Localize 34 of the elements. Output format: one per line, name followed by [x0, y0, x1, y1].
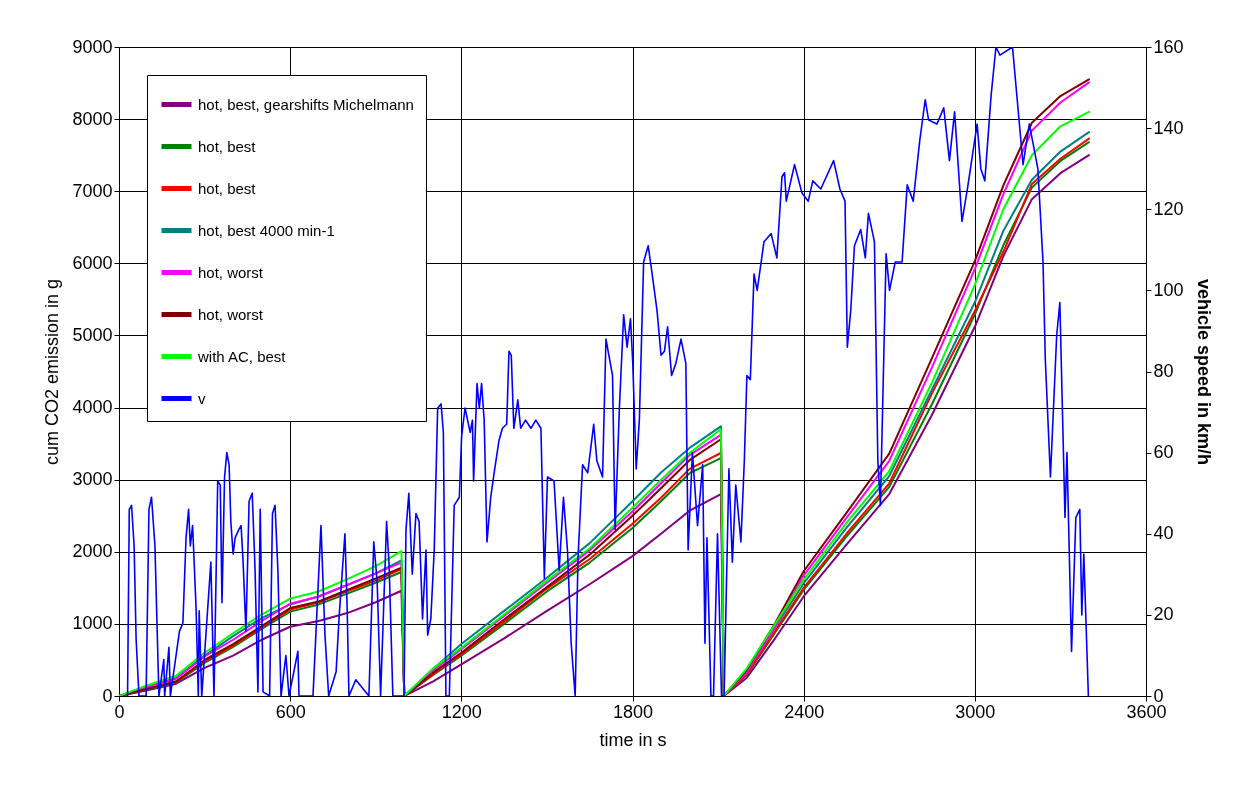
x-tick-label: 2400 — [784, 701, 825, 722]
y2-tick-label: 140 — [1153, 117, 1184, 138]
y2-tick-label: 120 — [1153, 198, 1184, 219]
legend-label: hot, best — [198, 137, 257, 155]
x-tick-label: 600 — [275, 701, 306, 722]
y2-tick-label: 80 — [1153, 361, 1174, 381]
y-tick-label: 2000 — [72, 541, 113, 562]
legend-label: v — [198, 389, 206, 407]
legend-label: with AC, best — [197, 347, 287, 365]
y-tick-label: 3000 — [72, 469, 113, 490]
x-axis-title: time in s — [599, 729, 667, 750]
y-tick-label: 0 — [102, 685, 113, 706]
y2-tick-label: 40 — [1153, 523, 1174, 544]
y2-tick-label: 160 — [1153, 36, 1184, 57]
x-tick-label: 3000 — [955, 701, 996, 722]
y-tick-label: 8000 — [72, 108, 113, 129]
x-tick-label: 1800 — [612, 701, 654, 722]
legend-label: hot, worst — [198, 263, 264, 281]
y-axis-title: cum CO2 emission in g — [42, 278, 63, 466]
y-tick-label: 4000 — [72, 397, 113, 418]
y-tick-label: 5000 — [72, 324, 113, 345]
legend-label: hot, best — [198, 179, 257, 197]
y-tick-label: 6000 — [72, 252, 113, 273]
y2-tick-label: 60 — [1153, 442, 1174, 463]
y2-axis-title: vehicle speed in km/h — [1193, 278, 1214, 466]
y-tick-label: 7000 — [72, 180, 113, 201]
y-tick-label: 1000 — [72, 613, 113, 634]
y-tick-label: 9000 — [72, 36, 113, 57]
y2-tick-label: 20 — [1153, 604, 1174, 625]
y2-tick-label: 100 — [1153, 279, 1184, 300]
legend-label: hot, best 4000 min-1 — [198, 221, 335, 239]
legend-label: hot, worst — [198, 305, 264, 323]
legend-label: hot, best, gearshifts Michelmann — [198, 95, 414, 113]
x-tick-label: 1200 — [441, 701, 482, 722]
